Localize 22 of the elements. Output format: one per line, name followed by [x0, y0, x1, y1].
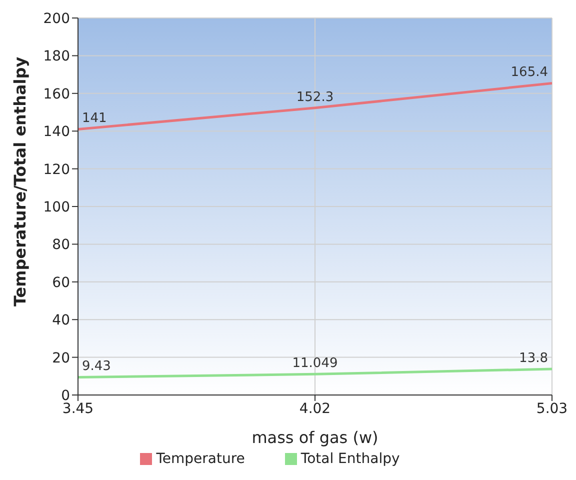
data-label: 152.3 [296, 90, 334, 105]
data-label: 13.8 [519, 350, 548, 366]
y-tick-label: 180 [43, 48, 70, 65]
y-tick-label: 20 [52, 350, 70, 366]
legend-label: Total Enthalpy [300, 451, 400, 467]
x-axis-title: mass of gas (w) [252, 428, 378, 447]
y-axis-title: Temperature/Total enthalpy [10, 56, 30, 306]
legend-label: Temperature [156, 451, 245, 467]
data-label: 165.4 [510, 65, 548, 80]
y-tick-label: 80 [52, 237, 70, 254]
data-label: 9.43 [82, 359, 111, 374]
y-tick-label: 100 [43, 199, 70, 216]
data-label: 141 [82, 111, 107, 126]
y-tick-label: 120 [43, 162, 70, 178]
x-tick-label: 4.02 [299, 400, 331, 417]
y-tick-label: 140 [43, 124, 70, 140]
y-tick-label: 40 [52, 312, 70, 329]
x-tick-label: 5.03 [536, 400, 568, 417]
y-tick-label: 160 [43, 86, 70, 102]
data-label: 11.049 [292, 356, 338, 372]
y-tick-label: 60 [52, 274, 70, 291]
y-tick-label: 200 [43, 10, 70, 27]
